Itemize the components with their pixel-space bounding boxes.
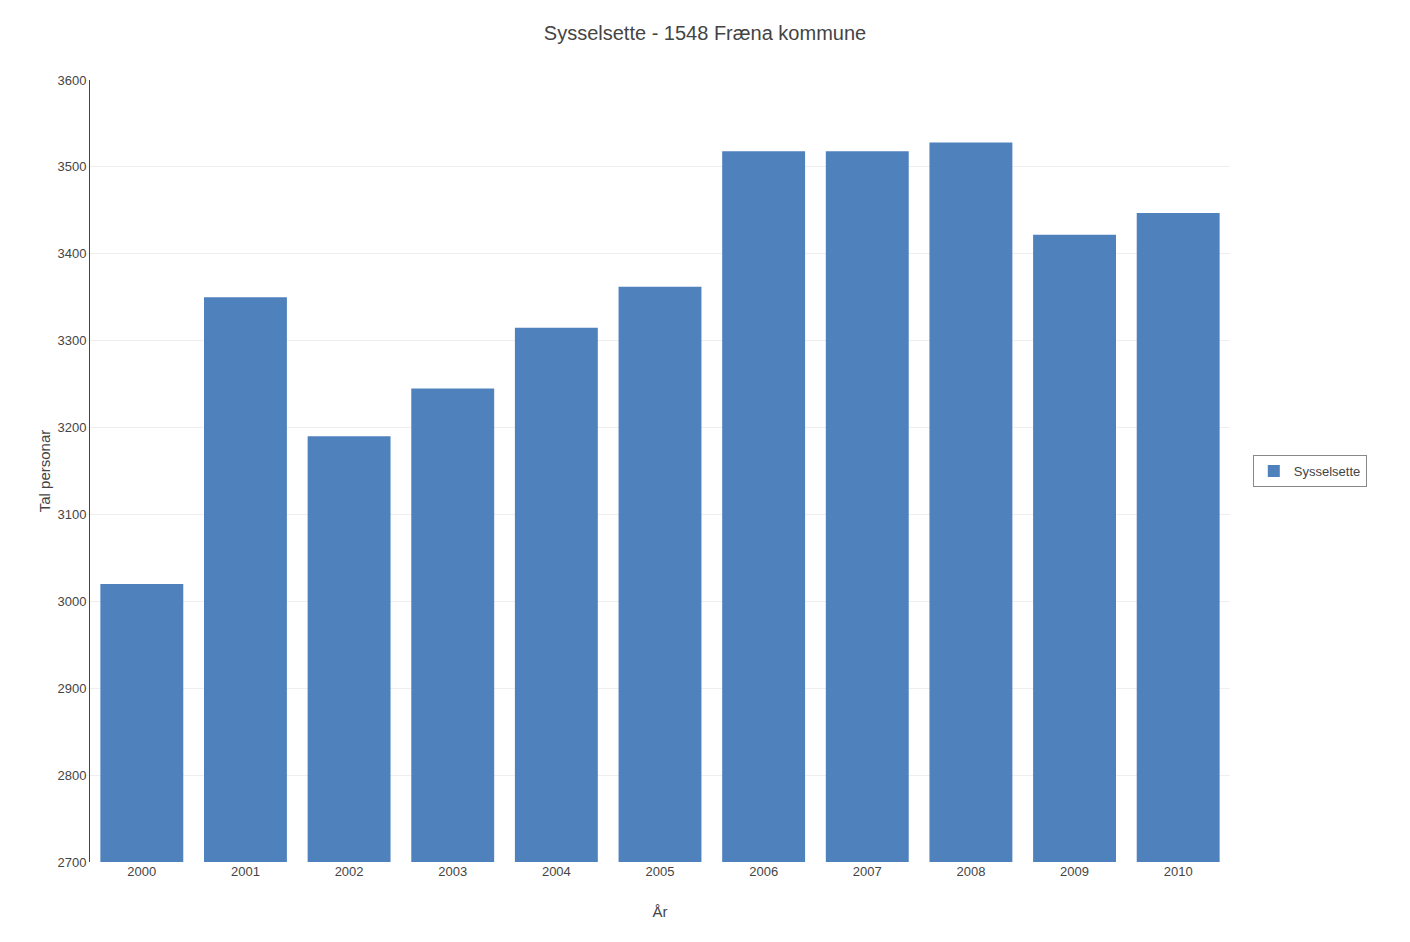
svg-text:3600: 3600 (57, 73, 86, 88)
svg-text:2005: 2005 (646, 864, 675, 879)
svg-text:2900: 2900 (57, 681, 86, 696)
svg-text:2007: 2007 (853, 864, 882, 879)
svg-text:2800: 2800 (57, 768, 86, 783)
svg-text:3000: 3000 (57, 594, 86, 609)
svg-text:3200: 3200 (57, 420, 86, 435)
svg-text:2008: 2008 (956, 864, 985, 879)
svg-text:2004: 2004 (542, 864, 571, 879)
svg-text:2000: 2000 (127, 864, 156, 879)
svg-text:2001: 2001 (231, 864, 260, 879)
svg-text:År: År (653, 903, 668, 920)
svg-text:2003: 2003 (438, 864, 467, 879)
svg-text:Tal personar: Tal personar (36, 430, 53, 513)
svg-text:3100: 3100 (57, 507, 86, 522)
svg-text:2009: 2009 (1060, 864, 1089, 879)
svg-text:Sysselsette: Sysselsette (1294, 464, 1360, 479)
svg-text:3300: 3300 (57, 333, 86, 348)
svg-text:2006: 2006 (749, 864, 778, 879)
svg-text:Sysselsette - 1548 Fræna kommu: Sysselsette - 1548 Fræna kommune (544, 22, 866, 44)
svg-text:2700: 2700 (57, 855, 86, 870)
svg-text:2010: 2010 (1164, 864, 1193, 879)
svg-text:2002: 2002 (335, 864, 364, 879)
svg-text:3400: 3400 (57, 246, 86, 261)
svg-text:3500: 3500 (57, 159, 86, 174)
